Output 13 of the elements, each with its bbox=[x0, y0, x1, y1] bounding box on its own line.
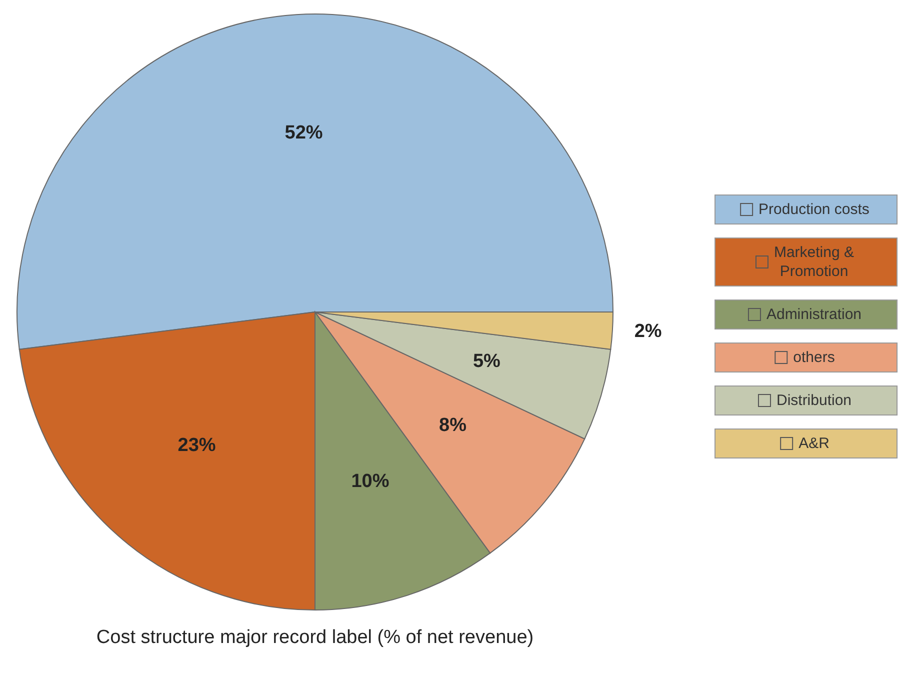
data-label: 52% bbox=[284, 122, 323, 144]
legend-label: Distribution bbox=[776, 392, 852, 409]
data-label: 23% bbox=[178, 435, 216, 456]
legend-label: Administration bbox=[766, 306, 862, 323]
legend-label: others bbox=[793, 349, 835, 366]
data-label: 10% bbox=[351, 471, 390, 492]
text: Cost structure major record label (% of net revenue) bbox=[95, 626, 535, 650]
data-label: 5% bbox=[472, 350, 501, 372]
data-label: 2% bbox=[634, 321, 662, 342]
legend-label: A&R bbox=[798, 435, 830, 452]
legend-label: Production costs bbox=[758, 201, 870, 218]
legend-label: Marketing & Promotion bbox=[774, 244, 854, 280]
data-label: 8% bbox=[439, 414, 467, 436]
